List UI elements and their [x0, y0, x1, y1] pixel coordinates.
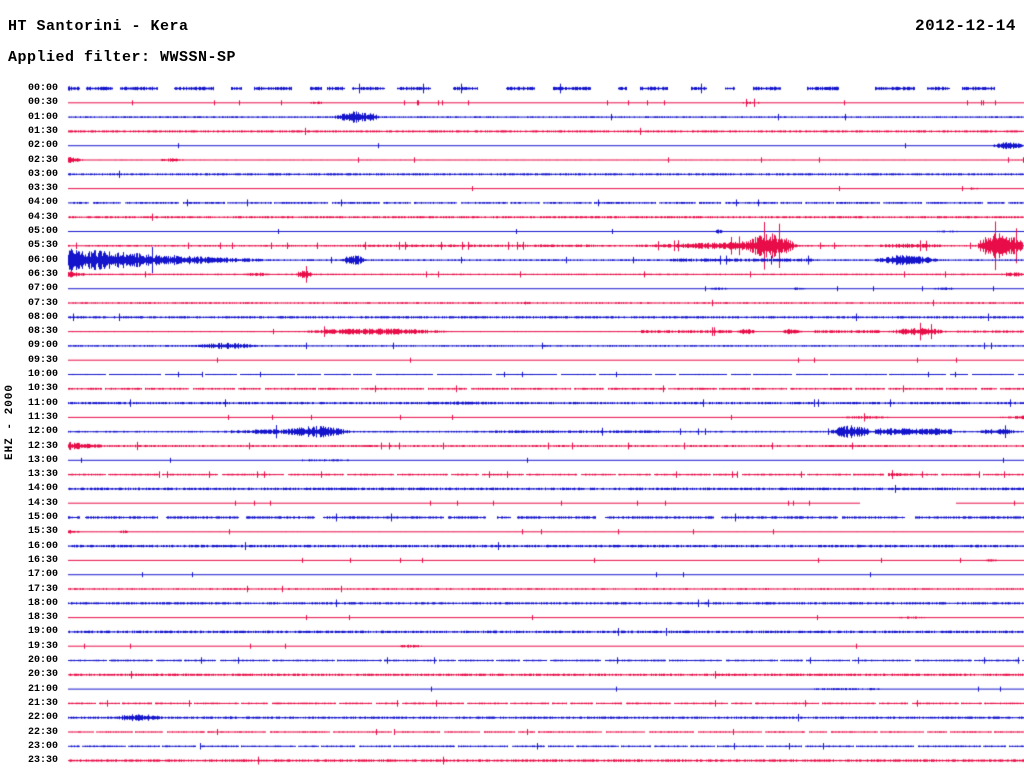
seismogram-canvas: [0, 0, 1024, 780]
helicorder-page: HT Santorini - Kera 2012-12-14 Applied f…: [0, 0, 1024, 780]
